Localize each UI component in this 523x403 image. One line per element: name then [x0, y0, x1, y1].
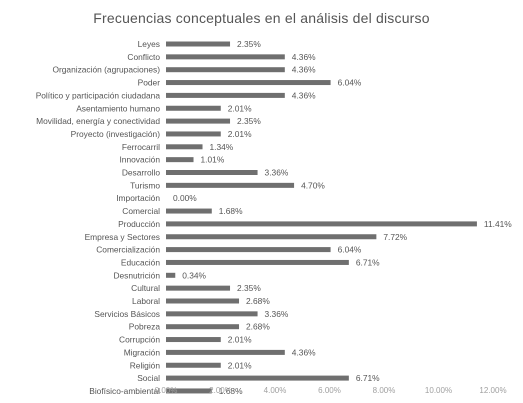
bar — [166, 67, 285, 73]
bar — [166, 272, 176, 278]
category-label: Ferrocarril — [122, 142, 160, 152]
bar — [166, 41, 231, 47]
data-labels-layer: 2.35% 4.36% 4.36% 6.04% 4.36% 2.01% 2.35% 2.01%… — [173, 39, 512, 396]
data-label: 6.04% — [338, 78, 362, 88]
data-label: 2.01% — [228, 360, 252, 370]
bar — [166, 324, 240, 330]
data-label: 3.36% — [265, 309, 289, 319]
data-label: 6.04% — [338, 245, 362, 255]
x-tick-label: 4.00% — [264, 386, 287, 395]
data-label: 11.41% — [484, 219, 512, 229]
data-label: 1.01% — [201, 155, 225, 165]
bar — [166, 144, 203, 150]
category-labels-layer: Leyes Conflicto Organización (agrupaciones… — [36, 39, 161, 396]
x-tick-label: 12.00% — [479, 386, 506, 395]
data-label: 1.68% — [219, 206, 243, 216]
data-label: 1.68% — [219, 386, 243, 396]
category-label: Conflicto — [127, 52, 160, 62]
category-label: Cultural — [131, 283, 160, 293]
data-label: 4.36% — [292, 90, 316, 100]
data-label: 2.68% — [246, 296, 270, 306]
category-label: Biofísico-ambiental — [89, 386, 160, 396]
category-label: Organización (agrupaciones) — [52, 65, 160, 75]
x-tick-label: 0.00% — [155, 386, 178, 395]
category-label: Comercialización — [96, 245, 160, 255]
bars-layer — [166, 41, 477, 394]
bar — [166, 208, 212, 214]
x-tick-label: 8.00% — [373, 386, 396, 395]
bar — [166, 221, 477, 227]
category-label: Corrupción — [119, 335, 160, 345]
category-label: Producción — [118, 219, 160, 229]
category-label: Religión — [130, 360, 161, 370]
data-label: 4.36% — [292, 52, 316, 62]
data-label: 6.71% — [356, 373, 380, 383]
bar — [166, 311, 258, 317]
category-label: Político y participación ciudadana — [36, 90, 161, 100]
category-label: Pobreza — [129, 322, 161, 332]
x-tick-label: 2.00% — [209, 386, 232, 395]
data-label: 2.68% — [246, 322, 270, 332]
category-label: Innovación — [119, 155, 160, 165]
data-label: 6.71% — [356, 257, 380, 267]
bar — [166, 388, 212, 394]
category-label: Desnutrición — [113, 270, 160, 280]
category-label: Empresa y Sectores — [85, 232, 160, 242]
data-label: 1.34% — [210, 142, 234, 152]
category-label: Educación — [121, 257, 160, 267]
category-label: Social — [137, 373, 160, 383]
x-tick-label: 10.00% — [425, 386, 452, 395]
category-label: Importación — [116, 193, 160, 203]
bar — [166, 375, 349, 381]
bar — [166, 247, 331, 253]
category-label: Movilidad, energía y conectividad — [36, 116, 160, 126]
bar — [166, 349, 285, 355]
category-label: Turismo — [130, 180, 160, 190]
data-label: 2.01% — [228, 103, 252, 113]
bar — [166, 131, 221, 137]
data-label: 4.36% — [292, 65, 316, 75]
data-label: 2.35% — [237, 116, 261, 126]
data-label: 3.36% — [265, 168, 289, 178]
bar — [166, 80, 331, 86]
bar — [166, 298, 240, 304]
bar — [166, 362, 221, 368]
category-label: Servicios Básicos — [94, 309, 160, 319]
bar — [166, 105, 221, 111]
bar — [166, 54, 285, 60]
chart-title: Frecuencias conceptuales en el análisis … — [93, 10, 430, 26]
data-label: 4.70% — [301, 180, 325, 190]
x-tick-label: 6.00% — [318, 386, 341, 395]
bar — [166, 285, 231, 291]
bar — [166, 157, 194, 163]
x-axis-ticks-layer: 0.00% 2.00% 4.00% 6.00% 8.00% 10.00% 12.00% — [155, 386, 507, 395]
data-label: 2.01% — [228, 335, 252, 345]
bar — [166, 118, 231, 124]
data-label: 2.01% — [228, 129, 252, 139]
data-label: 0.34% — [182, 270, 206, 280]
category-label: Poder — [138, 78, 161, 88]
data-label: 2.35% — [237, 283, 261, 293]
category-label: Migración — [124, 347, 161, 357]
data-label: 0.00% — [173, 193, 197, 203]
bar — [166, 337, 221, 343]
category-label: Leyes — [138, 39, 160, 49]
category-label: Desarrollo — [122, 168, 161, 178]
data-label: 2.35% — [237, 39, 261, 49]
category-label: Proyecto (investigación) — [71, 129, 161, 139]
data-label: 7.72% — [383, 232, 407, 242]
bar — [166, 182, 295, 188]
bar — [166, 92, 285, 98]
category-label: Laboral — [132, 296, 160, 306]
data-label: 4.36% — [292, 347, 316, 357]
category-label: Comercial — [122, 206, 160, 216]
category-label: Asentamiento humano — [76, 103, 160, 113]
bar — [166, 234, 377, 240]
bar — [166, 170, 258, 175]
bar — [166, 259, 349, 265]
